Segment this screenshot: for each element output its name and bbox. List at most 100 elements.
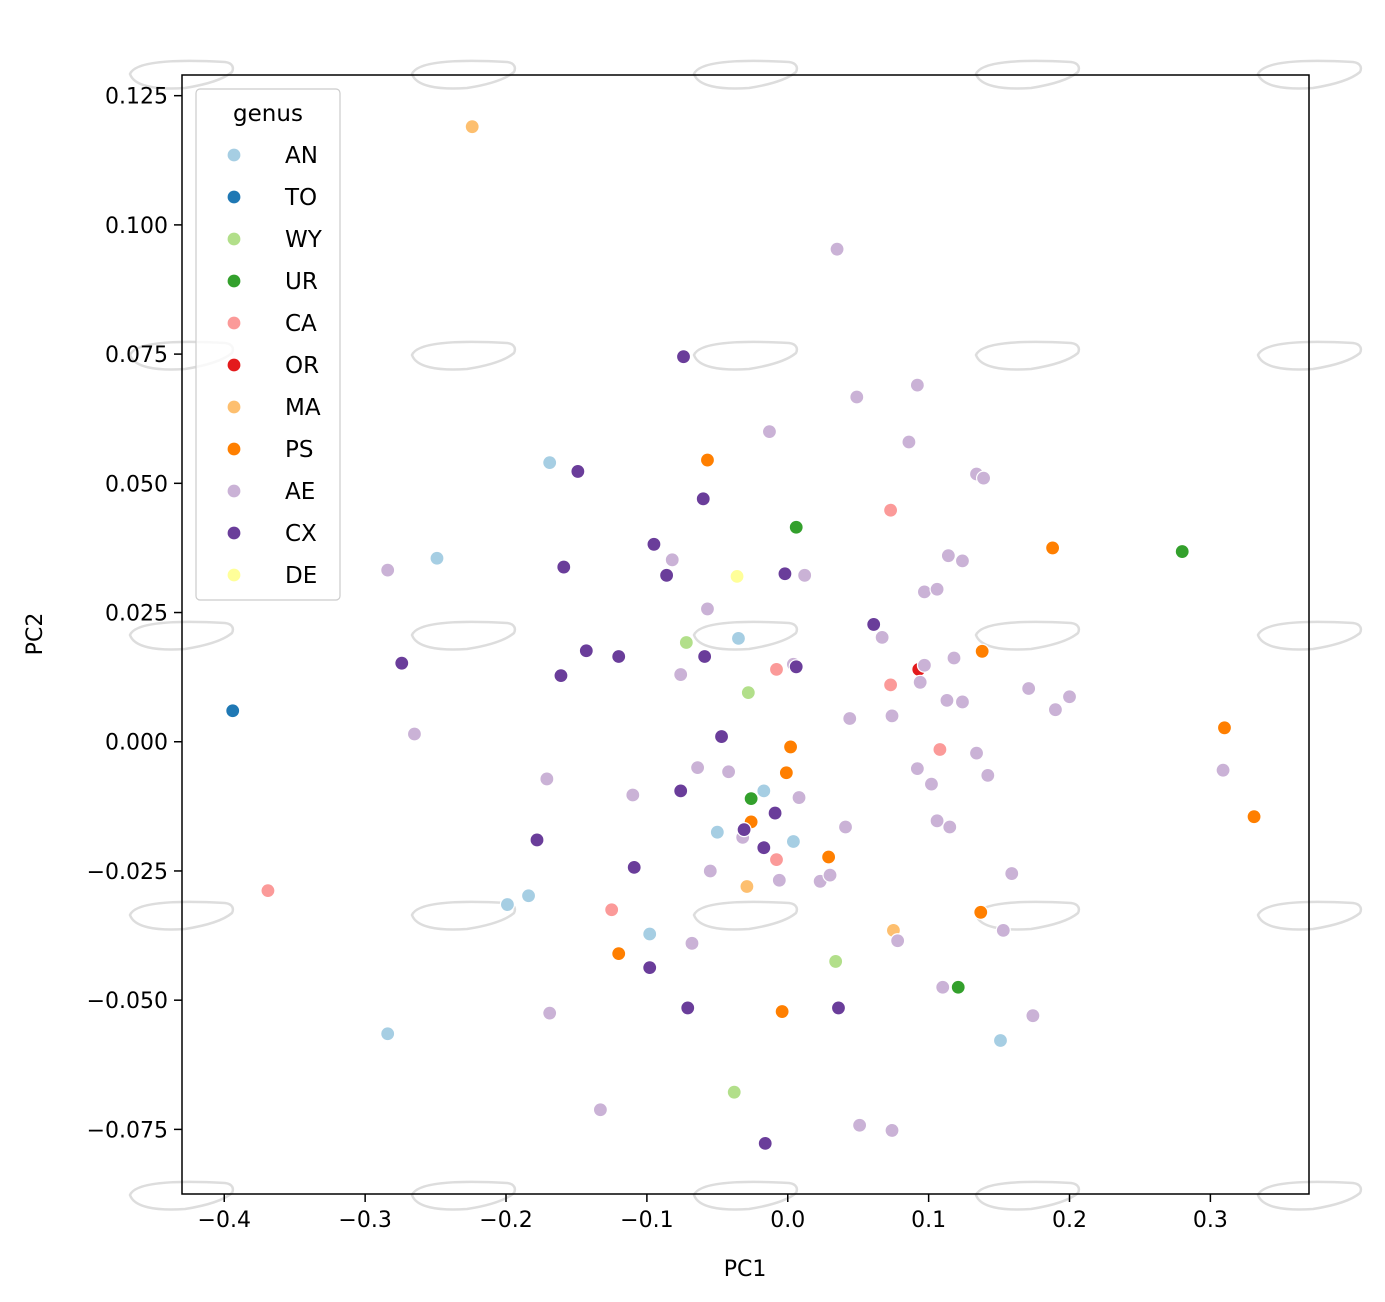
data-point-cx: [695, 491, 711, 507]
data-point-ca: [883, 677, 899, 693]
data-point-ca: [883, 502, 899, 518]
data-point-ur: [743, 791, 759, 807]
data-point-ps: [973, 904, 989, 920]
data-point-wy: [740, 685, 756, 701]
legend-marker-cx: [226, 525, 242, 541]
data-point-ps: [774, 1003, 790, 1020]
data-point-ae: [916, 584, 933, 600]
data-point-ae: [874, 629, 890, 645]
data-point-de: [729, 568, 745, 584]
leaf-outline: [128, 620, 235, 651]
data-point-ps: [699, 452, 716, 468]
legend-marker-ps: [226, 441, 242, 457]
data-point-to: [225, 703, 241, 719]
data-point-ca: [604, 902, 620, 918]
data-point-ae: [901, 434, 917, 450]
leaf-outline: [128, 1180, 235, 1211]
legend-marker-ur: [226, 273, 242, 289]
legend-marker-ma: [226, 399, 242, 415]
data-point-ae: [720, 764, 737, 780]
legend-label-or: OR: [285, 353, 319, 379]
data-point-ps: [821, 849, 837, 865]
legend: genus AN TO WY UR CA OR MA PS AE CX DE: [195, 88, 341, 601]
data-point-ae: [1047, 702, 1064, 718]
legend-marker-ae: [226, 483, 242, 499]
y-tick-label: 0.075: [105, 343, 168, 368]
leaf-outline: [974, 620, 1081, 651]
data-point-ae: [1215, 762, 1231, 778]
data-point-cx: [777, 566, 793, 582]
leaf-outline: [692, 1180, 799, 1211]
data-point-ae: [909, 761, 925, 777]
data-point-ae: [380, 562, 396, 578]
data-point-ae: [942, 819, 958, 835]
data-point-ae: [684, 935, 700, 951]
data-point-cx: [626, 859, 642, 875]
y-tick-label: 0.000: [105, 731, 168, 756]
data-point-cx: [553, 667, 569, 684]
data-point-ae: [912, 674, 928, 690]
data-point-ca: [932, 741, 948, 758]
data-point-ae: [968, 745, 985, 761]
data-point-ae: [664, 552, 680, 568]
data-point-ca: [768, 851, 785, 868]
data-point-cx: [642, 960, 658, 976]
data-point-ae: [822, 867, 838, 883]
data-point-ps: [1216, 720, 1233, 736]
leaf-outline: [1256, 340, 1363, 371]
y-axis-label: PC2: [23, 613, 48, 656]
x-tick-label: 0.0: [770, 1208, 805, 1233]
data-point-ae: [702, 863, 718, 879]
legend-marker-de: [226, 567, 242, 583]
data-point-cx: [713, 728, 730, 745]
leaf-outline: [128, 59, 235, 90]
legend-box: [195, 88, 341, 601]
data-point-ae: [954, 553, 971, 569]
x-axis-ticks: −0.4 −0.3 −0.2 −0.1 0.0 0.1 0.2 0.3: [198, 1194, 1228, 1233]
data-point-cx: [673, 783, 689, 799]
legend-title: genus: [233, 101, 303, 127]
data-point-wy: [828, 953, 844, 970]
data-point-ps: [778, 765, 794, 781]
leaf-outline: [692, 59, 799, 90]
data-point-ae: [1021, 680, 1037, 697]
data-point-ae: [852, 1117, 868, 1133]
leaf-outline: [410, 620, 517, 651]
data-point-cx: [757, 1135, 773, 1151]
data-point-ur: [950, 979, 966, 995]
data-point-an: [499, 896, 516, 913]
data-point-ae: [1025, 1008, 1041, 1024]
legend-label-ma: MA: [285, 395, 321, 421]
data-point-ps: [611, 946, 627, 962]
data-point-ae: [980, 767, 996, 783]
data-point-cx: [675, 349, 692, 365]
data-point-ae: [940, 548, 956, 564]
legend-label-to: TO: [284, 185, 317, 211]
data-point-ae: [837, 819, 854, 835]
legend-marker-to: [226, 189, 242, 205]
leaf-outline: [974, 1180, 1081, 1211]
data-point-ae: [542, 1005, 558, 1021]
legend-label-ca: CA: [285, 311, 317, 337]
data-point-ae: [829, 241, 845, 257]
data-point-ae: [699, 601, 716, 617]
leaf-outline: [692, 900, 799, 931]
leaf-outline: [1256, 59, 1363, 90]
data-point-ae: [1061, 689, 1078, 705]
data-point-ae: [916, 657, 933, 673]
data-point-cx: [570, 463, 586, 480]
legend-label-de: DE: [285, 563, 317, 589]
x-tick-label: −0.2: [479, 1208, 532, 1233]
data-point-cx: [394, 655, 410, 671]
data-point-an: [756, 783, 772, 799]
data-point-cx: [830, 1000, 847, 1016]
y-axis-ticks: 0.125 0.100 0.075 0.050 0.025 0.000 −0.025 −0.0…: [87, 85, 182, 1143]
data-point-ca: [768, 661, 785, 677]
data-point-ae: [923, 776, 940, 792]
data-point-cx: [736, 822, 752, 838]
data-point-an: [380, 1026, 396, 1042]
legend-label-ps: PS: [285, 437, 313, 463]
x-tick-label: 0.2: [1052, 1208, 1087, 1233]
data-point-ae: [975, 470, 992, 486]
data-point-ae: [884, 708, 900, 724]
